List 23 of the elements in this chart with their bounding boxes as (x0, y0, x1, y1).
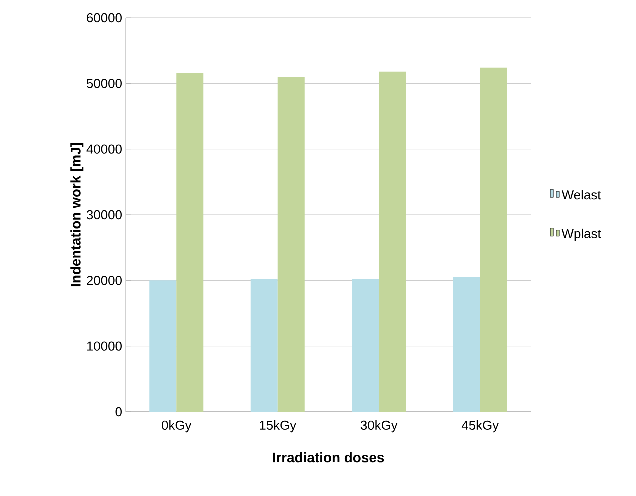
bar (150, 280, 177, 412)
y-tick-label: 0 (116, 407, 122, 417)
legend-label: Wplast (562, 228, 602, 242)
bar (278, 77, 305, 412)
bar (379, 72, 406, 412)
bar (250, 279, 278, 412)
y-tick-label: 30000 (86, 210, 122, 220)
x-tick-label: 0kGy (162, 420, 192, 433)
x-tick-label: 45kGy (462, 420, 500, 433)
y-tick-label: 40000 (86, 144, 122, 154)
y-tick-label: 20000 (87, 276, 122, 286)
bar (352, 279, 380, 412)
bar (480, 68, 508, 412)
y-tick-label: 10000 (87, 342, 122, 351)
y-tick-label: 50000 (86, 79, 122, 88)
x-axis-title: Irradiation doses (273, 452, 384, 463)
x-tick-label: 30kGy (360, 420, 398, 433)
bar (176, 73, 204, 412)
bar (453, 277, 480, 412)
y-axis-title: Indentation work [mJ] (70, 143, 84, 287)
y-tick-label: 60000 (87, 13, 122, 23)
legend-label: Welast (562, 190, 602, 200)
x-tick-label: 15kGy (260, 420, 297, 433)
